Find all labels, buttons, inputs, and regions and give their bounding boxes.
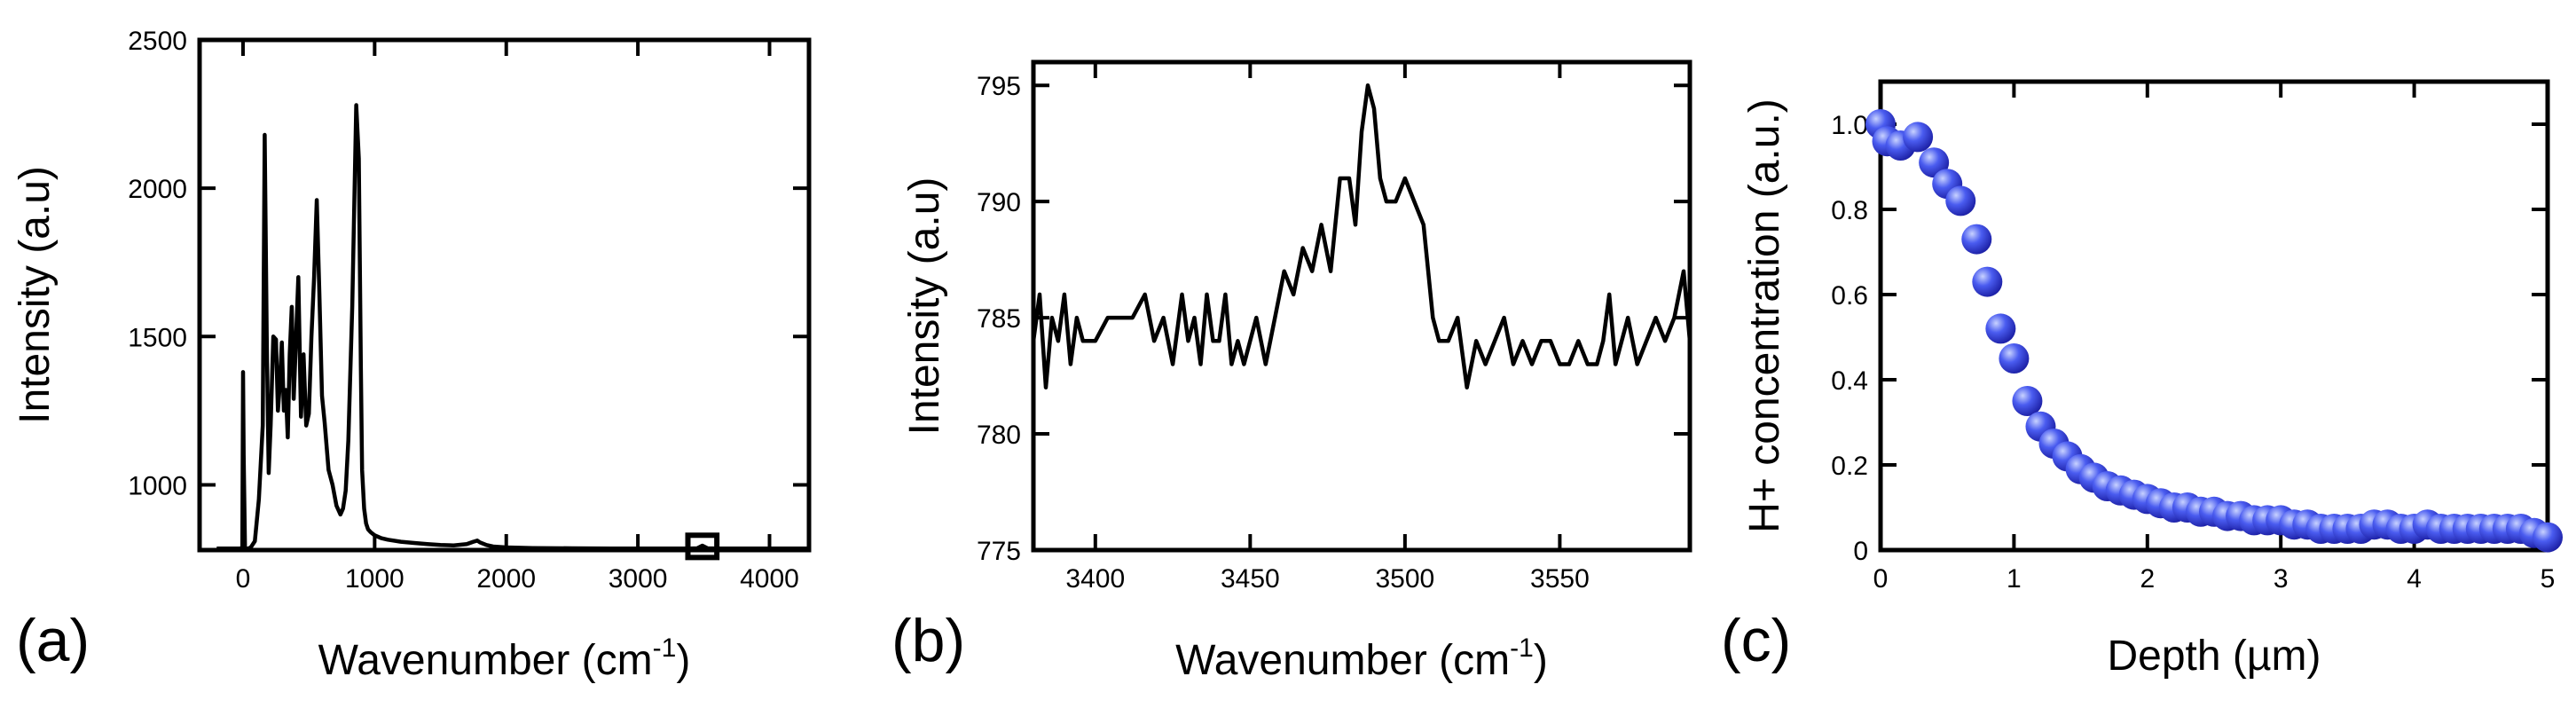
panel-label-b: (b) — [891, 607, 965, 674]
y-axis-label-1: Intensity (a.u) — [901, 177, 948, 436]
panel-c-depth-profile: 0 1 2 3 4 5 0 0.2 0.4 0.6 0.8 1.0 Depth (µm) H+ conce… — [1741, 79, 2563, 680]
y-tick-label-1-3: 790 — [977, 188, 1021, 217]
data-point-2-10 — [1999, 343, 2030, 374]
plot-frame-2 — [1878, 79, 2550, 553]
x-tick-label-0-4: 4000 — [740, 564, 799, 594]
panel-label-a: (a) — [16, 607, 90, 674]
y-tick-label-1-2: 785 — [977, 304, 1021, 334]
y-tick-label-2-3: 0.6 — [1831, 281, 1868, 311]
data-point-2-6 — [1945, 185, 1976, 216]
x-axis-label-1: Wavenumber (cm-1) — [1175, 633, 1548, 684]
x-tick-label-1-1: 3450 — [1221, 564, 1280, 594]
panel-label-c: (c) — [1721, 607, 1791, 674]
x-tick-label-2-3: 3 — [2274, 564, 2289, 594]
y-tick-label-0-2: 2000 — [128, 175, 187, 204]
y-tick-label-1-1: 780 — [977, 421, 1021, 450]
data-point-2-3 — [1903, 122, 1934, 153]
y-axis-label-2: H+ concentration (a.u.) — [1741, 98, 1788, 533]
x-tick-label-0-2: 2000 — [476, 564, 536, 594]
x-axis-label-0: Wavenumber (cm-1) — [318, 633, 691, 684]
x-tick-label-0-3: 3000 — [609, 564, 668, 594]
y-tick-label-2-5: 1.0 — [1831, 111, 1868, 140]
data-point-2-11 — [2012, 386, 2043, 416]
data-point-2-50 — [2533, 522, 2563, 553]
y-tick-label-0-1: 1500 — [128, 323, 187, 352]
plot-frame-1 — [1031, 59, 1692, 553]
x-tick-label-1-2: 3500 — [1375, 564, 1434, 594]
y-tick-label-0-3: 2500 — [128, 27, 187, 56]
series-line-0-0 — [216, 103, 809, 551]
panel-a-spectrum: 0 1000 2000 3000 4000 1000 1500 2000 2500 Wavenum… — [12, 27, 812, 684]
x-tick-label-2-5: 5 — [2541, 564, 2556, 594]
x-tick-label-1-0: 3400 — [1065, 564, 1125, 594]
data-point-2-8 — [1972, 266, 2003, 297]
x-tick-label-0-1: 1000 — [345, 564, 404, 594]
y-tick-label-2-0: 0 — [1853, 537, 1868, 566]
y-tick-label-2-4: 0.8 — [1831, 196, 1868, 225]
y-axis-label-0: Intensity (a.u) — [12, 166, 59, 424]
x-tick-label-2-4: 4 — [2407, 564, 2422, 594]
data-point-2-7 — [1961, 224, 1992, 255]
x-axis-label-2: Depth (µm) — [2107, 633, 2321, 680]
x-tick-label-1-3: 3550 — [1530, 564, 1590, 594]
data-point-2-9 — [1985, 313, 2016, 344]
x-tick-label-2-1: 1 — [2007, 564, 2022, 594]
inset-region-box — [685, 532, 720, 561]
y-tick-label-0-0: 1000 — [128, 471, 187, 500]
y-tick-label-1-4: 795 — [977, 72, 1021, 101]
y-tick-label-2-2: 0.4 — [1831, 366, 1868, 396]
y-tick-label-2-1: 0.2 — [1831, 452, 1868, 481]
x-tick-label-2-0: 0 — [1873, 564, 1889, 594]
x-tick-label-2-2: 2 — [2140, 564, 2155, 594]
plot-frame-0 — [197, 37, 812, 553]
y-tick-label-1-0: 775 — [977, 537, 1021, 566]
panel-b-zoom-spectrum: 3400 3450 3500 3550 775 780 785 790 795 Wavenumbe… — [901, 59, 1692, 684]
series-line-1-0 — [1031, 83, 1692, 389]
x-tick-label-0-0: 0 — [236, 564, 251, 594]
